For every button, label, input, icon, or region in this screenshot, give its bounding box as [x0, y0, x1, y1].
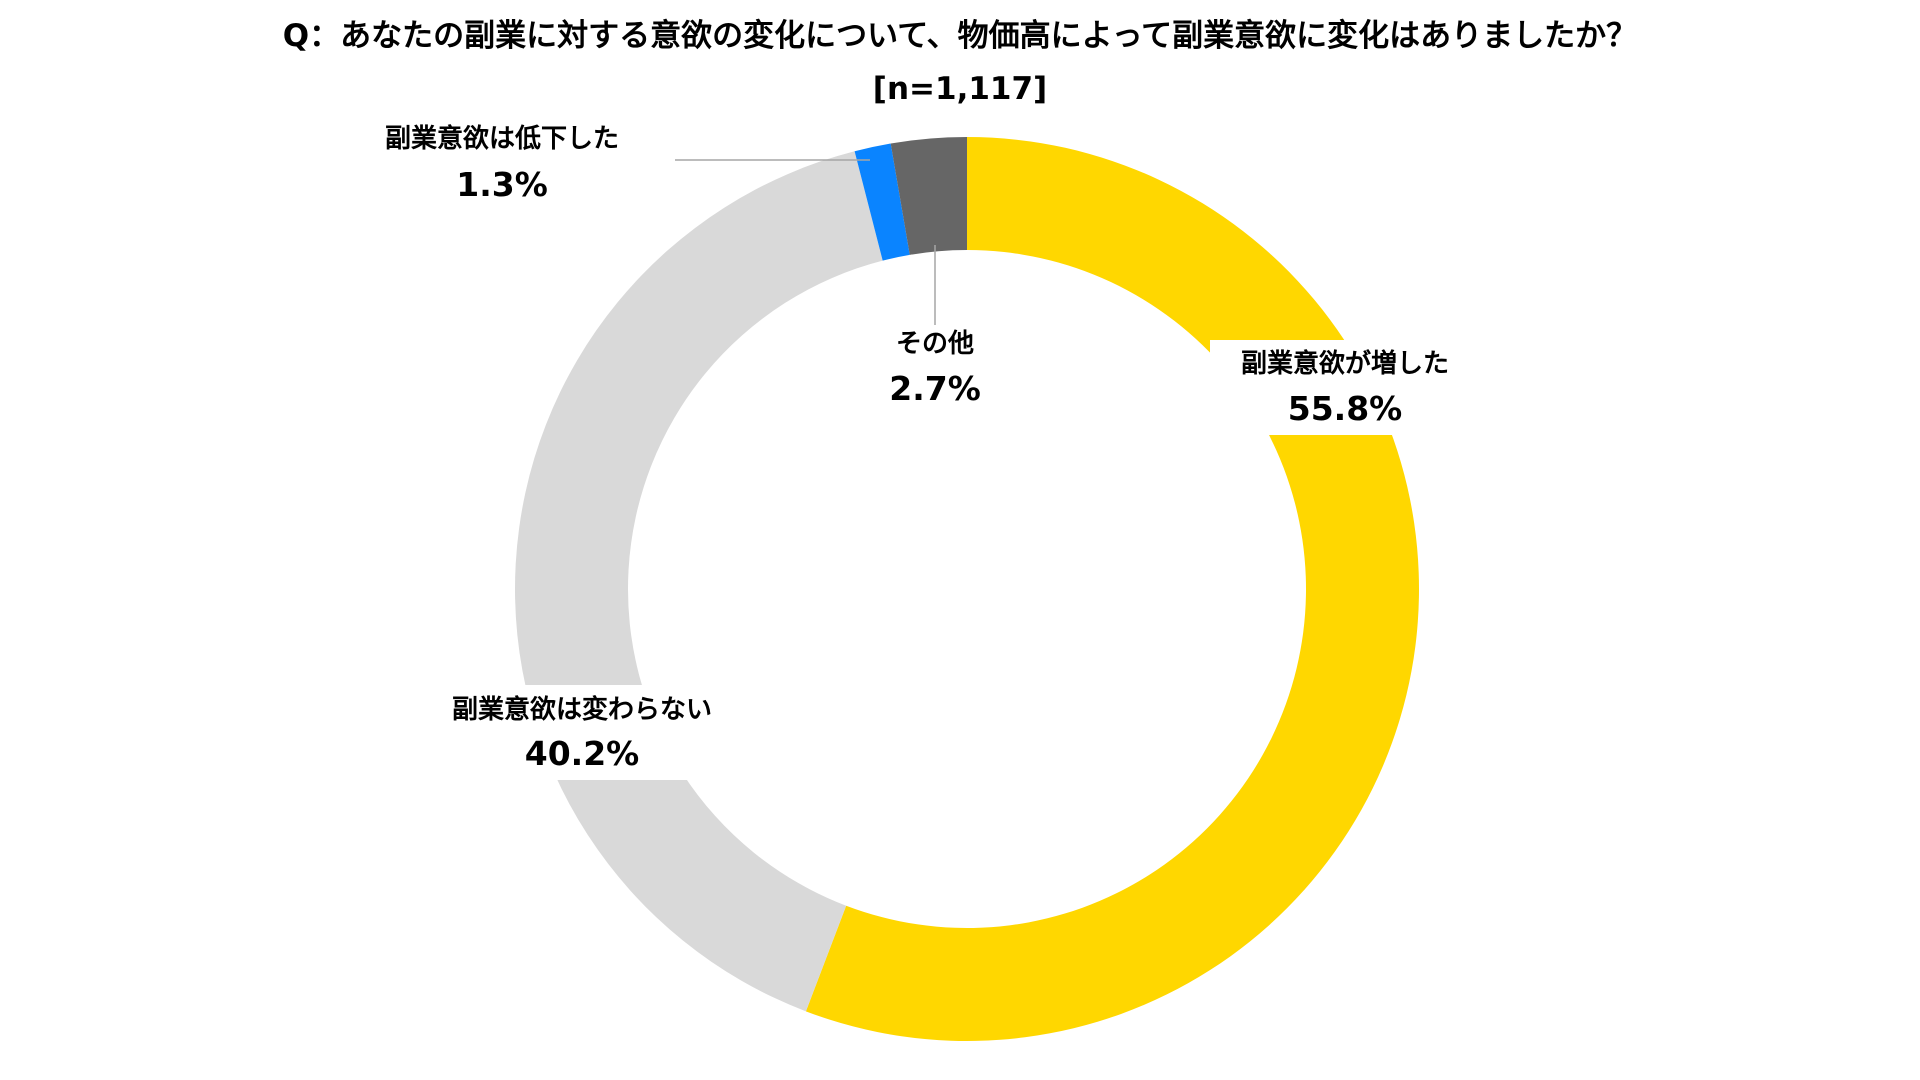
- slice-label-unchanged: 副業意欲は変わらない: [452, 694, 712, 725]
- slice-other: [890, 137, 967, 255]
- slice-label-increased: 副業意欲が増した: [1241, 348, 1449, 379]
- slice-value-other: 2.7%: [889, 369, 981, 408]
- label-bg-increased: [1210, 340, 1480, 435]
- donut-slices: [514, 137, 1419, 1041]
- slice-value-decreased: 1.3%: [456, 165, 548, 204]
- slice-decreased: [854, 143, 910, 261]
- slice-value-increased: 55.8%: [1288, 389, 1403, 428]
- slice-value-unchanged: 40.2%: [525, 734, 640, 773]
- chart-title: Q：あなたの副業に対する意欲の変化について、物価高によって副業意欲に変化はありま…: [283, 18, 1637, 54]
- slice-increased: [805, 137, 1419, 1041]
- slice-unchanged: [514, 151, 883, 1012]
- label-bg-unchanged: [415, 685, 745, 780]
- slice-label-other: その他: [896, 329, 974, 359]
- slice-label-decreased: 副業意欲は低下した: [385, 123, 619, 154]
- chart-subtitle: [n=1,117]: [873, 71, 1047, 107]
